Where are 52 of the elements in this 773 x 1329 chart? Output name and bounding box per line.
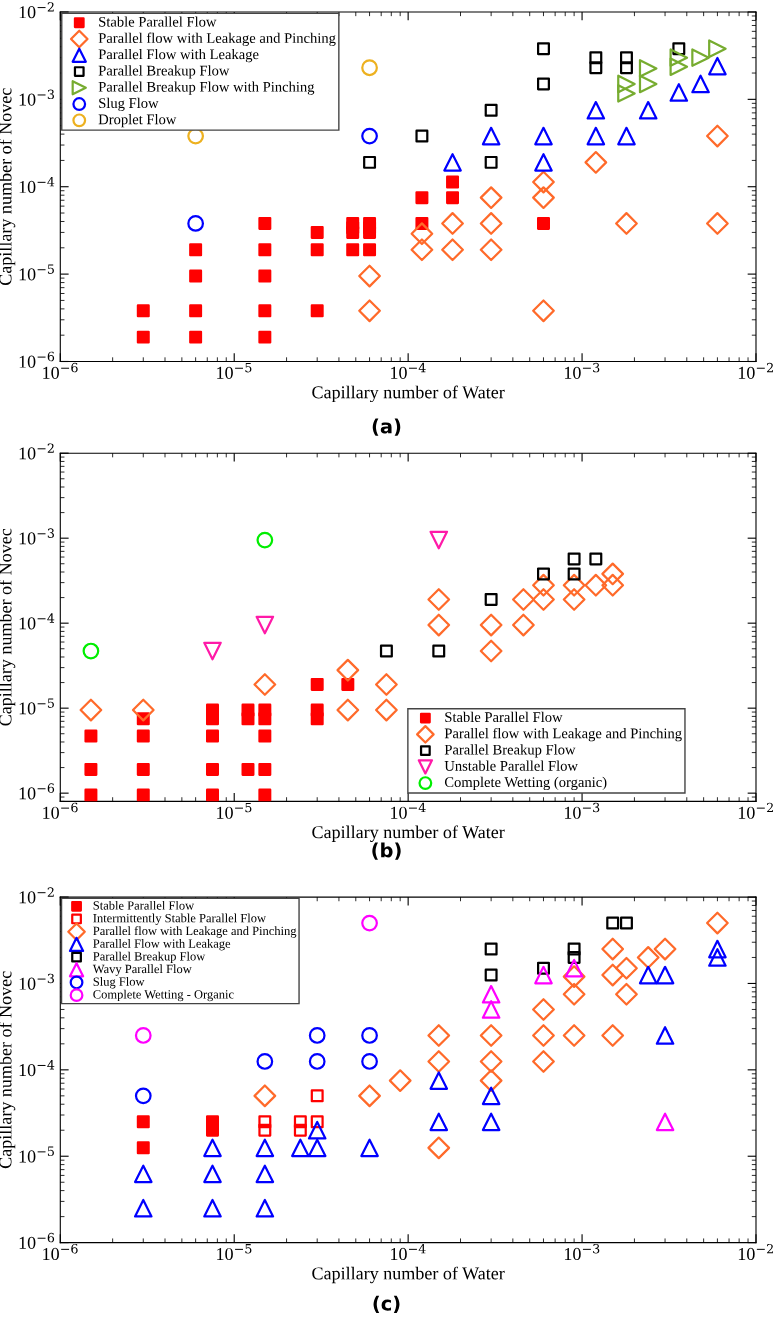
x-tick-label: 10$^{−5}$ <box>217 362 252 379</box>
x-tick-label: 10$^{−6}$ <box>43 802 78 819</box>
legend-label: Intermittently Stable Parallel Flow <box>93 913 266 925</box>
y-tick-label: 10$^{−4}$ <box>19 176 55 194</box>
legend-label: Parallel Breakup Flow with Pinching <box>98 81 315 95</box>
x-axis-title: Capillary number of Water <box>312 825 505 843</box>
y-tick-label: 10$^{−3}$ <box>19 528 54 545</box>
x-axis-title: Capillary number of Water <box>312 1266 505 1284</box>
text: (a) <box>372 418 401 436</box>
x-tick-label: 10$^{−4}$ <box>391 802 426 819</box>
y-tick-label: 10$^{−5}$ <box>19 698 54 715</box>
legend-label: Stable Parallel Flow <box>93 900 195 910</box>
y-tick-label: 10$^{−2}$ <box>19 443 54 460</box>
x-tick-label: 10$^{−4}$ <box>391 1243 426 1261</box>
legend-label: Complete Wetting (organic) <box>444 776 607 791</box>
legend-label: Droplet Flow <box>98 114 177 128</box>
legend-label: Parallel Breakup Flow <box>93 951 206 964</box>
x-tick-label: 10$^{−5}$ <box>217 802 252 819</box>
x-axis-title: Capillary number of Water <box>312 385 505 403</box>
legend-label: Stable Parallel Flow <box>445 711 563 723</box>
legend-label: Parallel flow with Leakage and Pinching <box>98 32 336 46</box>
y-tick-label: 10$^{−3}$ <box>19 973 54 990</box>
legend-label: Parallel Breakup Flow <box>444 744 576 758</box>
legend-label: Parallel flow with Leakage and Pinching <box>93 926 297 938</box>
y-tick-label: 10$^{−5}$ <box>19 264 54 281</box>
legend-label: Wavy Parallel Flow <box>92 964 192 976</box>
legend-label: Slug Flow <box>93 977 145 989</box>
legend-label: Complete Wetting - Organic <box>93 989 234 1002</box>
legend-label: Parallel Flow with Leakage <box>93 939 231 951</box>
y-tick-label: 10$^{−2}$ <box>19 887 54 904</box>
text: (b) <box>372 842 401 860</box>
legend-label: Slug Flow <box>99 97 159 112</box>
x-tick-label: 10$^{−3}$ <box>564 362 600 379</box>
y-tick-label: 10$^{−4}$ <box>19 1060 55 1077</box>
text: (c) <box>373 1295 400 1314</box>
x-tick-label: 10$^{−4}$ <box>391 362 426 379</box>
legend-label: Stable Parallel Flow <box>99 16 217 27</box>
legend-label: Parallel flow with Leakage and Pinching <box>444 727 682 742</box>
x-tick-label: 10$^{−3}$ <box>564 802 600 819</box>
y-tick-label: 10$^{−3}$ <box>19 89 54 106</box>
legend-label: Unstable Parallel Flow <box>444 760 578 771</box>
y-tick-label: 10$^{−2}$ <box>19 2 54 19</box>
y-tick-label: 10$^{−5}$ <box>19 1146 54 1163</box>
y-tick-label: 10$^{−6}$ <box>19 783 55 800</box>
x-tick-label: 10$^{−2}$ <box>738 362 773 379</box>
y-tick-label: 10$^{−4}$ <box>19 613 55 630</box>
x-tick-label: 10$^{−5}$ <box>217 1244 252 1261</box>
x-tick-label: 10$^{−2}$ <box>738 802 773 819</box>
x-tick-label: 10$^{−2}$ <box>738 1243 773 1261</box>
x-tick-label: 10$^{−3}$ <box>564 1243 600 1261</box>
legend-label: Parallel Breakup Flow <box>98 65 230 79</box>
legend-label: Parallel Flow with Leakage <box>98 48 259 63</box>
